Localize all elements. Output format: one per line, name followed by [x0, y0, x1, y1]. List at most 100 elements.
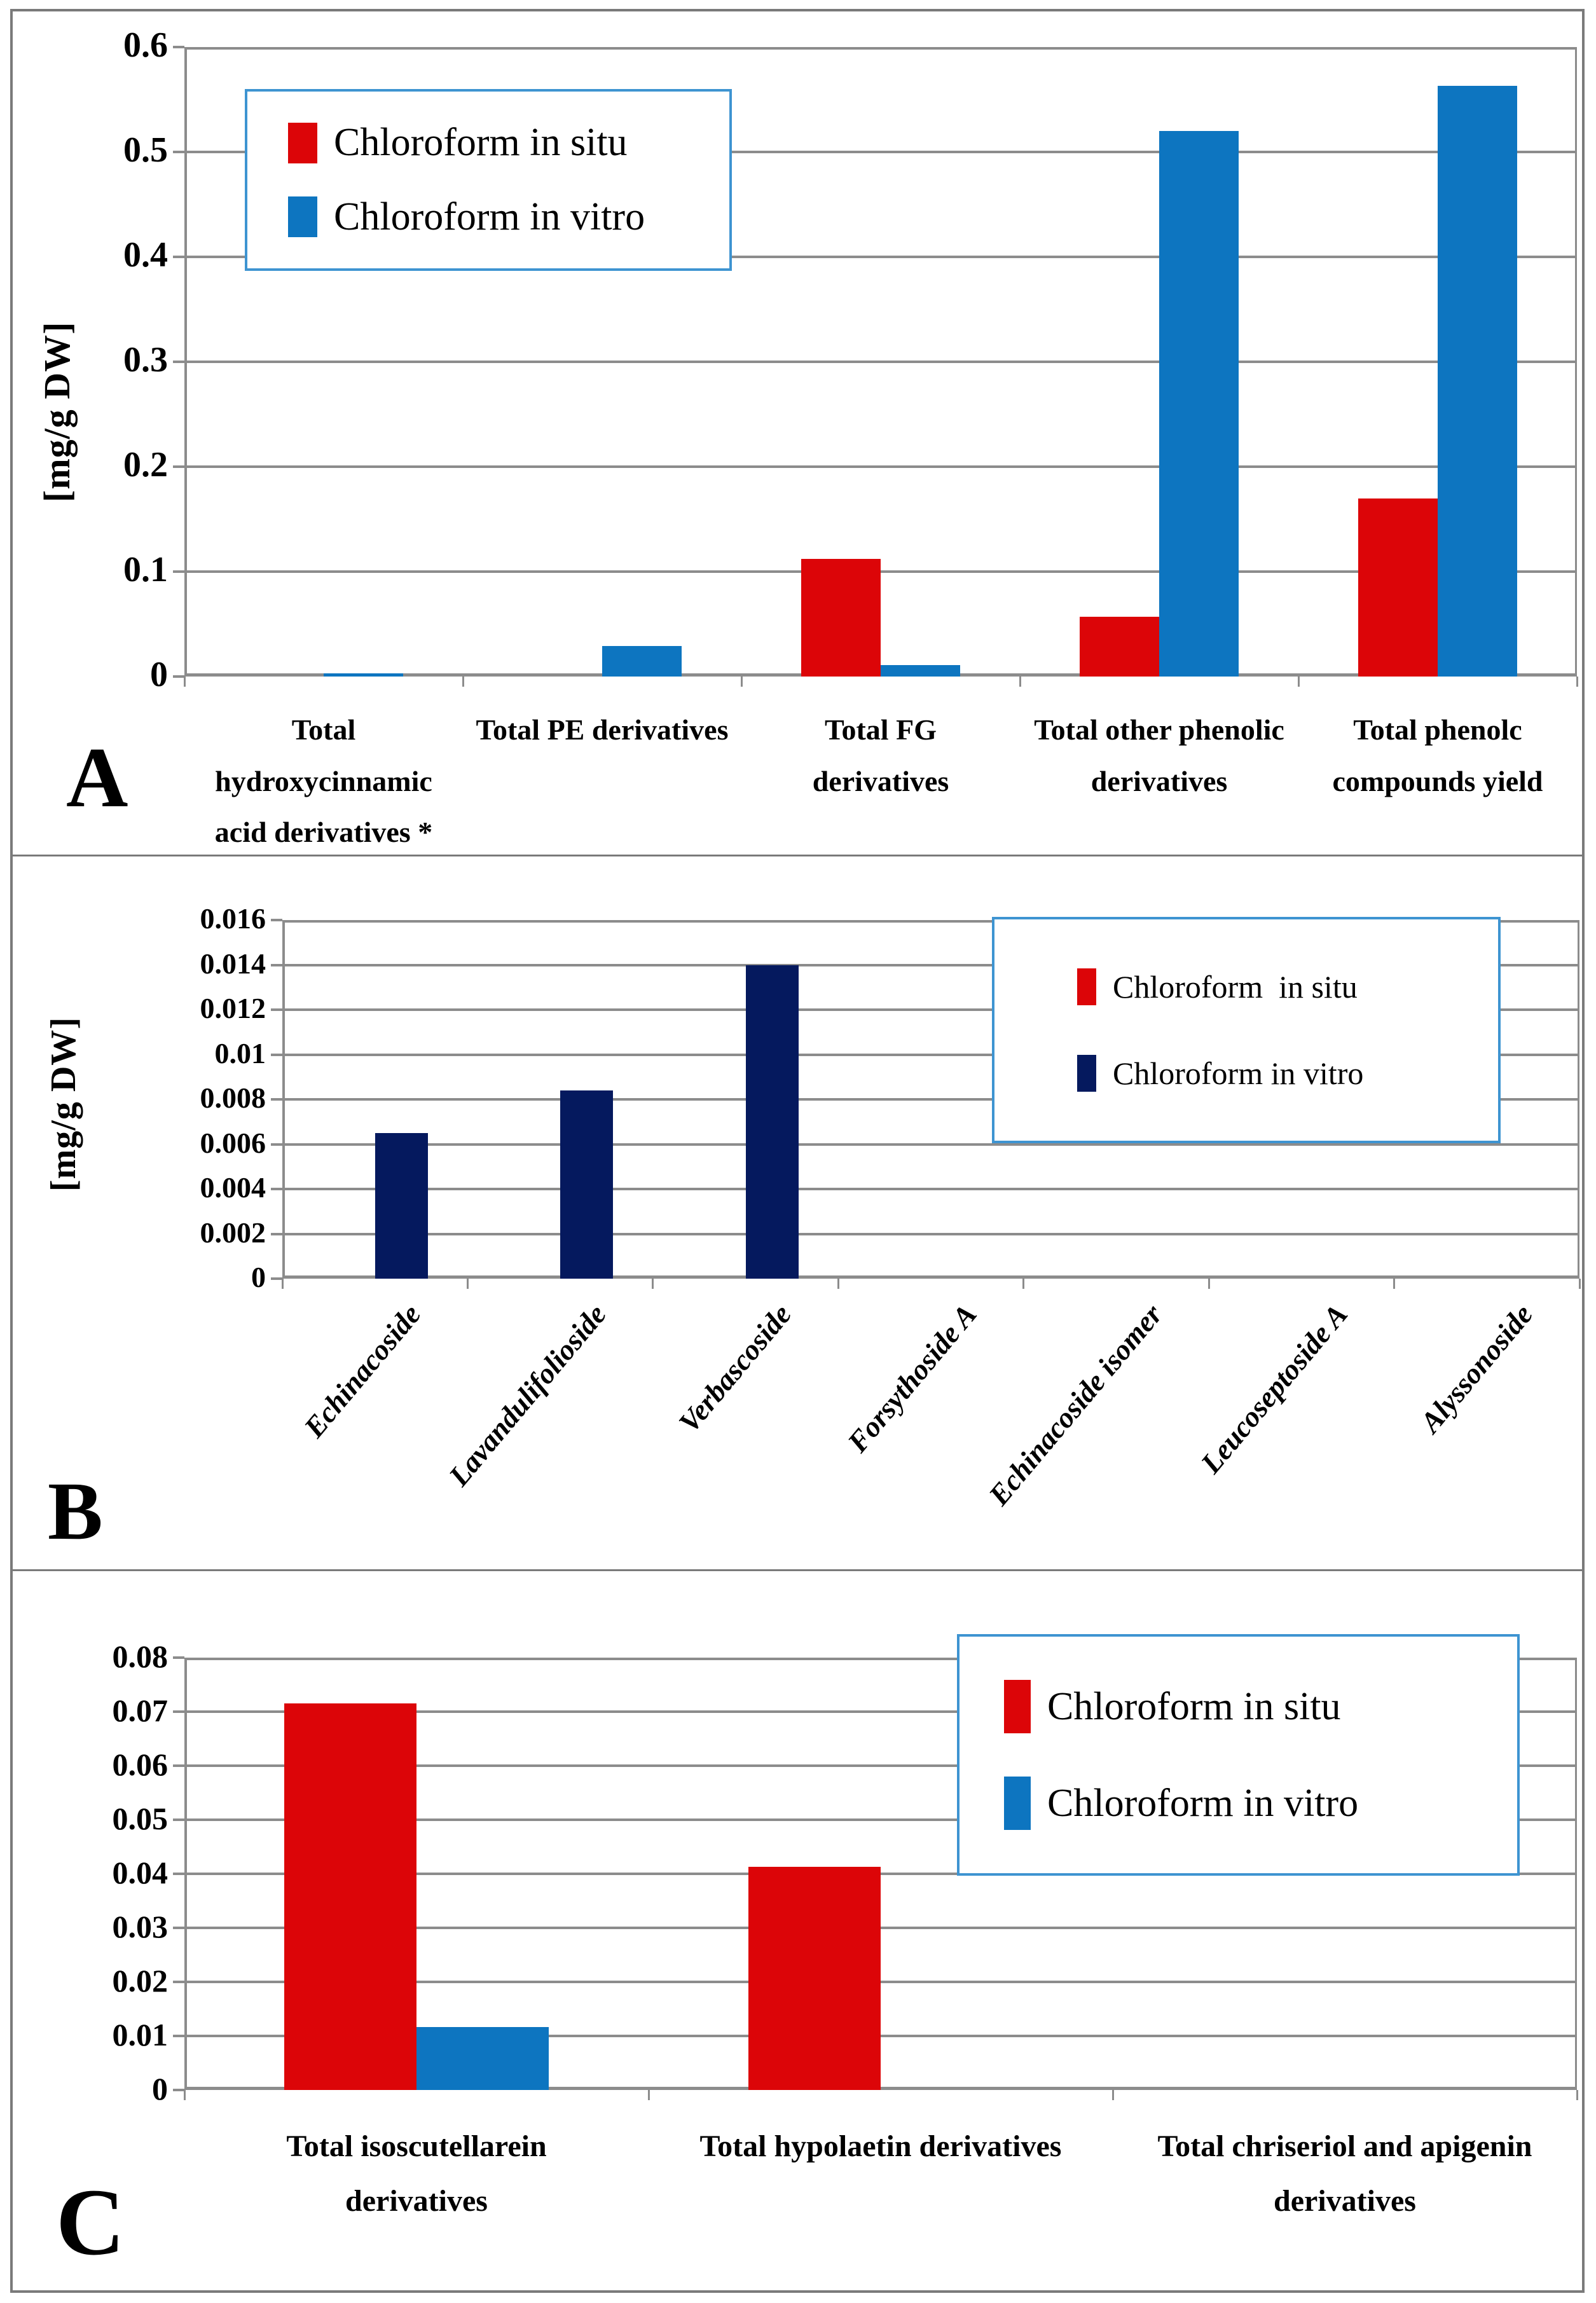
bar-pair-total-isoscutellarein-derivatives	[284, 1658, 549, 2090]
bar-chart-b: 0.016 0.014 0.012 0.01 0.008 0.006 0.004 0.002 0…	[13, 856, 1582, 1569]
y-tick-label-b: 0.01	[214, 1036, 266, 1069]
x-axis-label-total-phenolc-compounds-yield: Total phenolc compounds yield	[1332, 713, 1543, 797]
y-tick-mark-c	[173, 1873, 184, 1875]
bar-chart-a: 0.6 0.5 0.4 0.3 0.2 0.1 0 Total hydroxycinnamic…	[13, 11, 1582, 855]
gridline-b	[282, 963, 1579, 966]
x-axis-label-total-pe-derivatives: Total PE derivatives	[476, 713, 729, 746]
legend-c: Chloroform in situ Chloroform in vitro	[957, 1634, 1520, 1876]
legend-swatch-chloroform-in-vitro	[1077, 1054, 1096, 1092]
gridline-a	[184, 570, 1577, 573]
bar-chloroform-in-vitro-total-pe-derivatives	[602, 646, 682, 677]
x-tick-mark-b	[1578, 1279, 1581, 1289]
x-tick-mark-c	[1111, 2090, 1114, 2100]
x-tick-mark-a	[1297, 677, 1300, 687]
legend-label-chloroform-in-situ: Chloroform in situ	[1047, 1684, 1341, 1728]
category-slot-total-hypolaetin-derivatives	[649, 1658, 1113, 2090]
category-slot-total-isoscutellarein-derivatives	[184, 1658, 649, 2090]
panel-c: 0.08 0.07 0.06 0.05 0.04 0.03 0.02 0.01 0 Total i…	[13, 1569, 1582, 2288]
gridline-c	[184, 2035, 1577, 2037]
category-slot-echinacoside	[282, 920, 467, 1279]
y-tick-label-b: 0.012	[200, 992, 266, 1025]
y-tick-label-b: 0.006	[200, 1126, 266, 1159]
bar-chloroform-in-situ-total-isoscutellarein-derivatives	[284, 1703, 416, 2090]
category-slot-total-hydroxycinnamic-acid-derivatives	[184, 47, 463, 677]
y-tick-mark-a	[173, 675, 184, 678]
y-tick-mark-c	[173, 1927, 184, 1929]
bar-chloroform-in-situ-total-phenolc-compounds-yield	[1358, 498, 1438, 677]
legend-swatch-chloroform-in-vitro	[288, 196, 317, 238]
y-tick-label-b: 0.016	[200, 902, 266, 935]
y-tick-mark-a	[173, 256, 184, 258]
gridline-c	[184, 1873, 1577, 1875]
y-tick-mark-b	[271, 1143, 282, 1146]
legend-entry-chloroform-in-situ: Chloroform in situ	[1077, 968, 1498, 1006]
x-axis-label-total-hydroxycinnamic-acid-derivatives: Total hydroxycinnamic acid derivatives *	[214, 713, 433, 848]
gridline-a	[184, 256, 1577, 258]
x-tick-mark-a	[462, 677, 464, 687]
y-tick-label-c: 0	[152, 2071, 168, 2107]
legend-swatch-chloroform-in-situ	[1004, 1680, 1031, 1733]
y-tick-label-c: 0.03	[112, 1909, 169, 1944]
x-axis-label-verbascoside: Verbascoside	[672, 1298, 798, 1439]
x-axis-label-echinacoside: Echinacoside	[298, 1298, 427, 1444]
bar-chloroform-in-situ-total-hypolaetin-derivatives	[748, 1866, 881, 2090]
bar-pair-total-hydroxycinnamic-acid-derivatives	[244, 47, 403, 677]
gridline-c	[184, 1764, 1577, 1767]
y-tick-label-a: 0.1	[123, 550, 168, 590]
y-tick-label-b: 0.008	[200, 1082, 266, 1115]
figure-frame: 0.6 0.5 0.4 0.3 0.2 0.1 0 Total hydroxycinnamic…	[10, 9, 1585, 2293]
gridline-b	[282, 1053, 1579, 1056]
y-axis-label-b: [mg/g DW]	[44, 1017, 83, 1192]
bar-pair-lavandulifolioside	[507, 920, 614, 1279]
gridline-b	[282, 1232, 1579, 1235]
x-axis-label-total-fg-derivatives: Total FG derivatives	[812, 713, 949, 797]
y-tick-mark-b	[271, 1053, 282, 1056]
y-tick-label-c: 0.08	[112, 1639, 169, 1674]
category-slot-total-pe-derivatives	[463, 47, 741, 677]
legend-label-chloroform-in-situ: Chloroform in situ	[334, 121, 628, 165]
category-slot-total-fg-derivatives	[741, 47, 1020, 677]
x-tick-mark-c	[647, 2090, 650, 2100]
x-axis-label-total-isoscutellarein-derivatives: Total isoscutellarein derivatives	[286, 2129, 547, 2218]
category-slot-verbascoside	[653, 920, 838, 1279]
y-tick-mark-a	[173, 570, 184, 573]
y-tick-label-a: 0.4	[123, 235, 168, 275]
category-slot-lavandulifolioside	[467, 920, 652, 1279]
y-tick-label-b: 0.004	[200, 1171, 266, 1204]
x-tick-mark-b	[1393, 1279, 1396, 1289]
y-tick-mark-a	[173, 151, 184, 153]
y-tick-label-c: 0.06	[112, 1747, 169, 1782]
legend-swatch-chloroform-in-situ	[1077, 968, 1096, 1006]
x-tick-mark-a	[183, 677, 186, 687]
x-tick-mark-a	[1019, 677, 1021, 687]
legend-swatch-chloroform-in-situ	[288, 122, 317, 163]
legend-entry-chloroform-in-vitro: Chloroform in vitro	[1077, 1054, 1498, 1092]
y-tick-label-c: 0.07	[112, 1693, 169, 1728]
legend-entry-chloroform-in-vitro: Chloroform in vitro	[1004, 1777, 1517, 1830]
y-tick-label-a: 0.3	[123, 340, 168, 380]
bar-pair-total-pe-derivatives	[523, 47, 682, 677]
bar-chloroform-in-vitro-total-phenolc-compounds-yield	[1438, 86, 1517, 677]
y-tick-label-c: 0.05	[112, 1801, 169, 1836]
y-tick-label-a: 0.2	[123, 445, 168, 485]
y-tick-mark-b	[271, 1188, 282, 1190]
plot-area-b	[282, 920, 1579, 1279]
y-tick-label-b: 0.002	[200, 1216, 266, 1249]
y-tick-label-b: 0.014	[200, 947, 266, 980]
gridline-b	[282, 1143, 1579, 1146]
y-tick-label-a: 0.6	[123, 25, 168, 65]
x-tick-mark-b	[466, 1279, 469, 1289]
bar-chloroform-in-vitro-lavandulifolioside	[560, 1090, 614, 1279]
bar-pair-echinacoside	[322, 920, 428, 1279]
y-tick-mark-a	[173, 361, 184, 363]
bar-chloroform-in-situ-total-other-phenolic-derivatives	[1080, 616, 1159, 677]
gridline-b	[282, 1008, 1579, 1011]
x-tick-mark-a	[740, 677, 743, 687]
x-axis-label-total-chriseriol-and-apigenin-derivatives: Total chriseriol and apigenin derivative…	[1157, 2129, 1532, 2218]
y-tick-mark-c	[173, 1818, 184, 1821]
panel-letter-b: B	[48, 1466, 103, 1557]
bar-chloroform-in-vitro-total-isoscutellarein-derivatives	[416, 2027, 549, 2090]
x-axis-label-alyssonoside: Alyssonoside	[1414, 1298, 1539, 1439]
y-tick-label-a: 0.5	[123, 130, 168, 170]
x-tick-mark-c	[183, 2090, 186, 2100]
